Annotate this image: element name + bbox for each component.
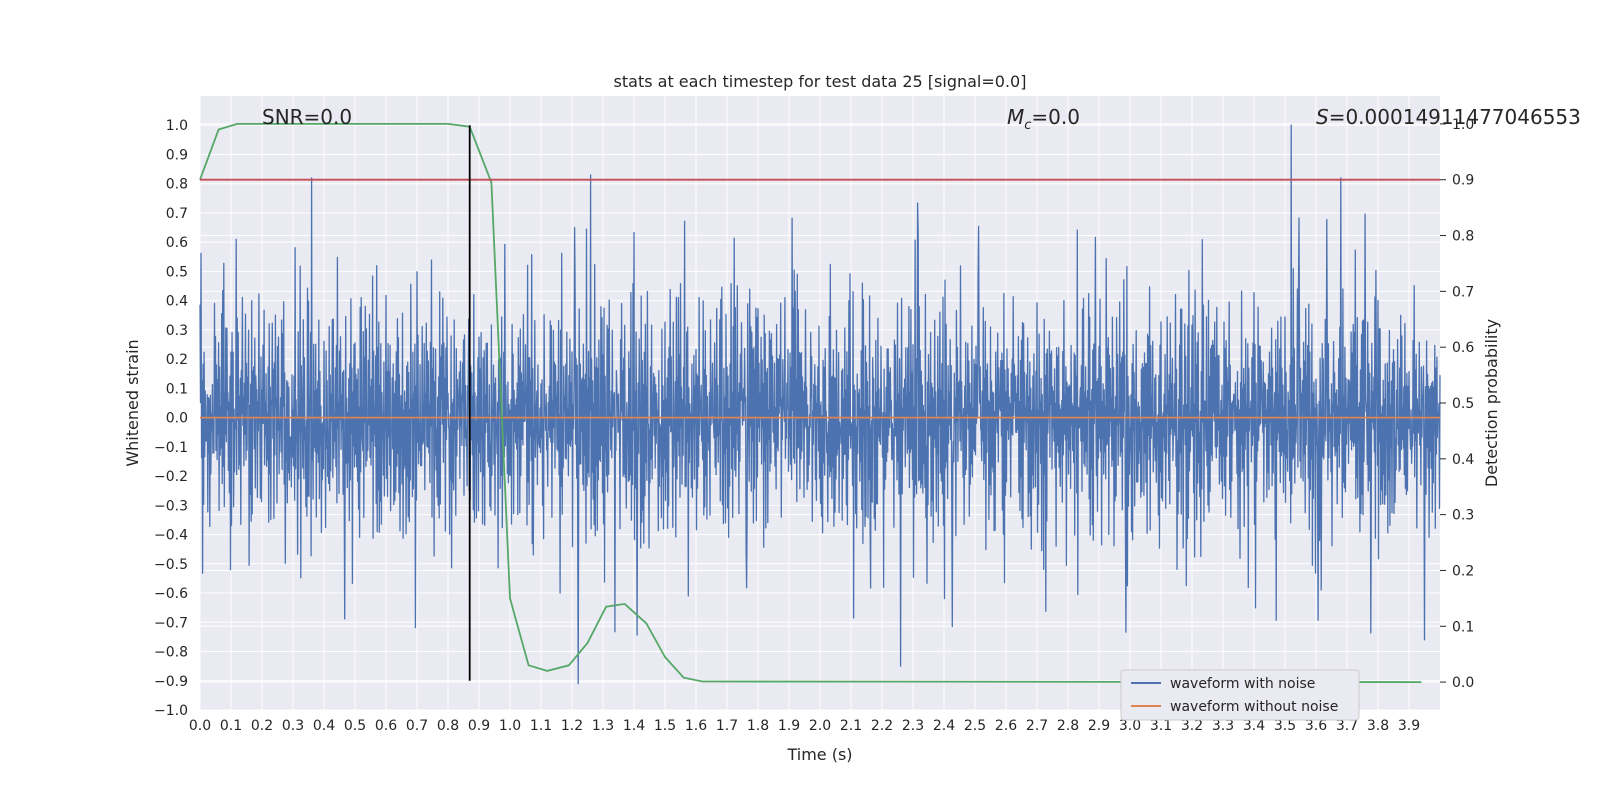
x-tick-label: 3.5 [1274, 718, 1296, 734]
y-left-tick-label: −0.5 [154, 557, 188, 573]
y-left-tick-label: 0.8 [166, 177, 188, 193]
x-tick-label: 0.4 [313, 718, 335, 734]
x-tick-label: 2.9 [1088, 718, 1110, 734]
x-tick-label: 3.6 [1305, 718, 1327, 734]
y-right-tick-label: 0.2 [1452, 563, 1474, 579]
x-tick-label: 1.7 [716, 718, 738, 734]
x-tick-label: 0.8 [437, 718, 459, 734]
y-left-tick-label: −0.7 [154, 615, 188, 631]
x-tick-label: 0.7 [406, 718, 428, 734]
y-right-tick-label: 0.5 [1452, 396, 1474, 412]
x-tick-label: 1.4 [623, 718, 645, 734]
x-tick-label: 0.2 [251, 718, 273, 734]
y-right-tick-label: 0.4 [1452, 452, 1474, 468]
x-axis-ticks: 0.0 0.1 0.2 0.3 0.4 0.5 0.6 0.7 0.8 0.9 1.0 1.1 1.2 1… [189, 718, 1420, 734]
y-left-tick-label: −0.6 [154, 586, 188, 602]
y-left-tick-label: 0.0 [166, 411, 188, 427]
x-tick-label: 1.8 [747, 718, 769, 734]
x-tick-label: 1.9 [778, 718, 800, 734]
x-tick-label: 2.6 [995, 718, 1017, 734]
y-right-tick-label: 0.9 [1452, 173, 1474, 189]
snr-annotation: SNR=0.0 [262, 105, 352, 129]
y-left-tick-label: 0.6 [166, 235, 188, 251]
mc-symbol: M [1007, 105, 1024, 129]
y-left-tick-label: −0.8 [154, 645, 188, 661]
y-right-tick-label: 1.0 [1452, 117, 1474, 133]
x-tick-label: 2.8 [1057, 718, 1079, 734]
y-left-axis-label: Whitened strain [123, 339, 142, 466]
x-tick-label: 3.0 [1119, 718, 1141, 734]
x-tick-label: 2.5 [964, 718, 986, 734]
x-tick-label: 0.3 [282, 718, 304, 734]
y-left-tick-label: 0.7 [166, 206, 188, 222]
y-left-tick-label: −0.3 [154, 498, 188, 514]
y-right-tick-label: 0.6 [1452, 340, 1474, 356]
x-tick-label: 2.4 [933, 718, 955, 734]
y-left-tick-label: 0.5 [166, 264, 188, 280]
y-right-tick-label: 0.8 [1452, 229, 1474, 245]
x-tick-label: 2.3 [902, 718, 924, 734]
x-tick-label: 0.0 [189, 718, 211, 734]
x-tick-label: 3.4 [1243, 718, 1265, 734]
y-right-tick-label: 0.0 [1452, 675, 1474, 691]
x-tick-label: 1.0 [499, 718, 521, 734]
y-right-tick-label: 0.1 [1452, 619, 1474, 635]
x-tick-label: 3.3 [1212, 718, 1234, 734]
s-symbol: S [1316, 105, 1329, 129]
y-left-axis-ticks: −1.0 −0.9 −0.8 −0.7 −0.6 −0.5 −0.4 −0.3 −0.2 −0.1… [154, 118, 188, 719]
y-left-tick-label: 0.1 [166, 381, 188, 397]
x-tick-label: 3.7 [1336, 718, 1358, 734]
x-tick-label: 1.6 [685, 718, 707, 734]
mc-value: =0.0 [1031, 105, 1080, 129]
x-tick-label: 3.2 [1181, 718, 1203, 734]
y-left-tick-label: −0.1 [154, 440, 188, 456]
series-line-2 [199, 123, 1422, 683]
x-tick-label: 0.9 [468, 718, 490, 734]
y-left-tick-label: 0.2 [166, 352, 188, 368]
x-tick-label: 1.5 [654, 718, 676, 734]
legend-label-waveform-with-noise: waveform with noise [1170, 676, 1315, 692]
y-right-axis-label: Detection probability [1482, 319, 1501, 487]
x-tick-label: 0.6 [375, 718, 397, 734]
y-left-tick-label: −0.2 [154, 469, 188, 485]
legend-box [1120, 669, 1360, 721]
y-left-tick-label: −1.0 [154, 703, 188, 719]
x-tick-label: 3.1 [1150, 718, 1172, 734]
x-tick-label: 0.1 [220, 718, 242, 734]
y-left-tick-label: 0.3 [166, 323, 188, 339]
s-value: =0.00014911477046553 [1329, 105, 1581, 129]
y-left-tick-label: −0.4 [154, 528, 188, 544]
y-right-tick-label: 0.7 [1452, 284, 1474, 300]
x-tick-label: 1.1 [530, 718, 552, 734]
chirp-mass-annotation: Mc=0.0 [1007, 105, 1080, 133]
y-right-tick-label: 0.3 [1452, 508, 1474, 524]
x-tick-label: 1.2 [561, 718, 583, 734]
x-tick-label: 2.1 [840, 718, 862, 734]
mc-subscript: c [1024, 118, 1031, 133]
chart-title: stats at each timestep for test data 25 … [614, 72, 1027, 91]
series-waveform-with-noise [199, 124, 1441, 685]
y-left-tick-label: 0.4 [166, 294, 188, 310]
x-tick-label: 2.7 [1026, 718, 1048, 734]
x-tick-label: 0.5 [344, 718, 366, 734]
y-left-tick-label: 0.9 [166, 147, 188, 163]
legend: waveform with noise waveform without noi… [1120, 669, 1360, 721]
y-right-axis-ticks: 0.0 0.1 0.2 0.3 0.4 0.5 0.6 0.7 0.8 0.9 1.0 [1440, 117, 1474, 691]
x-tick-label: 2.2 [871, 718, 893, 734]
x-tick-label: 2.0 [809, 718, 831, 734]
series-layer [199, 123, 1441, 685]
x-axis-label: Time (s) [786, 745, 852, 764]
legend-label-waveform-without-noise: waveform without noise [1170, 699, 1338, 715]
y-left-tick-label: −0.9 [154, 674, 188, 690]
x-tick-label: 3.9 [1398, 718, 1420, 734]
s-annotation: S=0.00014911477046553 [1316, 105, 1581, 129]
x-tick-label: 1.3 [592, 718, 614, 734]
x-tick-label: 3.8 [1367, 718, 1389, 734]
y-left-tick-label: 1.0 [166, 118, 188, 134]
